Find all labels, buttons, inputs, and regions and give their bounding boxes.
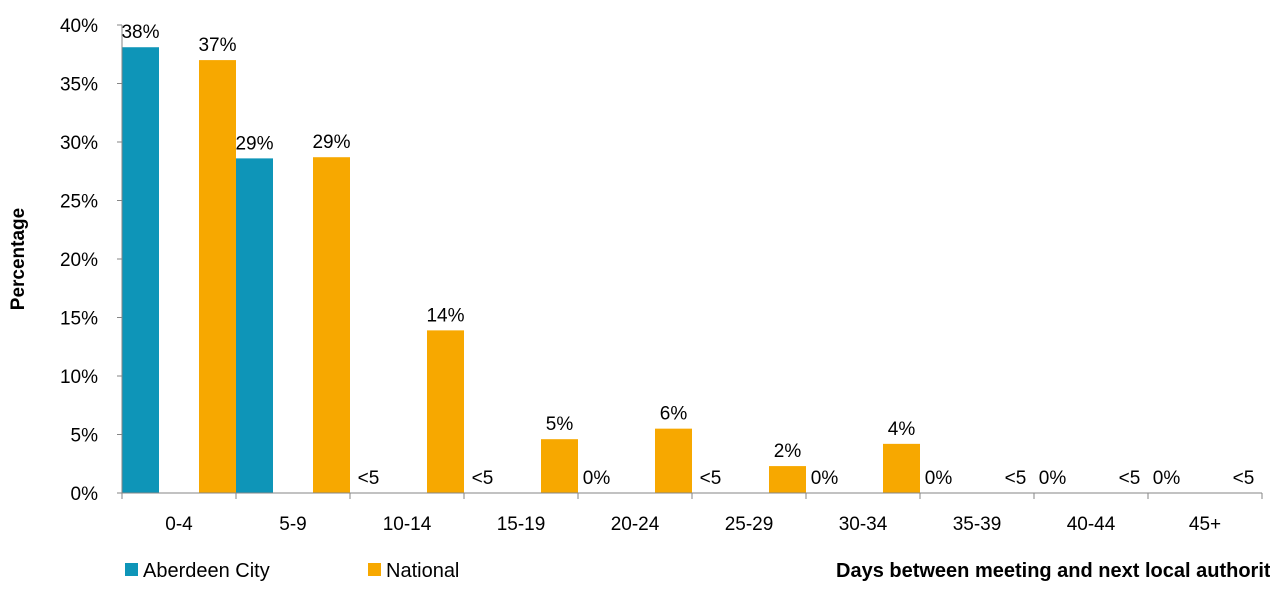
legend: Aberdeen City National (125, 560, 459, 582)
data-label: 5% (546, 414, 574, 435)
data-label: <5 (358, 468, 380, 489)
y-tick-label: 40% (60, 16, 98, 37)
data-label: <5 (1233, 468, 1255, 489)
x-axis-ticks: 0-4 5-9 10-14 15-19 20-24 25-29 30-34 35-39 40-4… (121, 493, 1263, 535)
data-label: 4% (888, 419, 916, 440)
bar (313, 157, 350, 493)
bar (541, 439, 578, 493)
x-tick-label: 45+ (1189, 514, 1221, 535)
data-label: 6% (660, 404, 688, 425)
y-tick-label: 35% (60, 75, 98, 96)
y-tick-label: 30% (60, 133, 98, 154)
bar (883, 443, 920, 493)
legend-label: National (386, 560, 459, 582)
axes (121, 25, 1262, 494)
y-tick-label: 20% (60, 250, 98, 271)
legend-swatch (125, 563, 138, 576)
bar (769, 466, 806, 493)
x-tick-label: 30-34 (839, 514, 888, 535)
y-tick-label: 15% (60, 309, 98, 330)
x-tick-label: 15-19 (497, 514, 546, 535)
y-tick-label: 5% (71, 426, 99, 447)
data-label: 0% (1153, 468, 1181, 489)
bar-data-labels: 38% 29% <5 <5 0% <5 0% 0% 0% 0% 37% 29% 14% 5% 6% 2% 4% <… (121, 22, 1254, 489)
data-label: <5 (700, 468, 722, 489)
data-label: <5 (1119, 468, 1141, 489)
data-label: 14% (426, 305, 464, 326)
y-tick-label: 25% (60, 192, 98, 213)
data-label: 38% (121, 22, 159, 43)
data-label: <5 (1005, 468, 1027, 489)
x-axis-title: Days between meeting and next local auth… (836, 560, 1270, 582)
y-tick-label: 10% (60, 367, 98, 388)
y-axis-title: Percentage (8, 208, 29, 310)
data-label: 0% (925, 468, 953, 489)
bar (122, 47, 159, 493)
legend-label: Aberdeen City (143, 560, 270, 582)
data-label: 0% (583, 468, 611, 489)
bar (427, 330, 464, 493)
data-label: 37% (198, 35, 236, 56)
bar (655, 428, 692, 493)
data-label: 0% (811, 468, 839, 489)
bar (236, 158, 273, 493)
data-label: 29% (312, 132, 350, 153)
y-axis-ticks: 0% 5% 10% 15% 20% 25% 30% 35% 40% (60, 16, 122, 505)
data-label: 29% (235, 133, 273, 154)
x-tick-label: 0-4 (165, 514, 193, 535)
x-tick-label: 20-24 (611, 514, 660, 535)
bar-series (122, 47, 920, 493)
x-tick-label: 40-44 (1067, 514, 1116, 535)
data-label: 2% (774, 441, 802, 462)
x-tick-label: 35-39 (953, 514, 1002, 535)
bar (199, 60, 236, 493)
data-label: <5 (472, 468, 494, 489)
legend-swatch (368, 563, 381, 576)
x-tick-label: 25-29 (725, 514, 774, 535)
x-tick-label: 10-14 (383, 514, 432, 535)
y-tick-label: 0% (71, 484, 99, 505)
x-tick-label: 5-9 (279, 514, 306, 535)
data-label: 0% (1039, 468, 1067, 489)
